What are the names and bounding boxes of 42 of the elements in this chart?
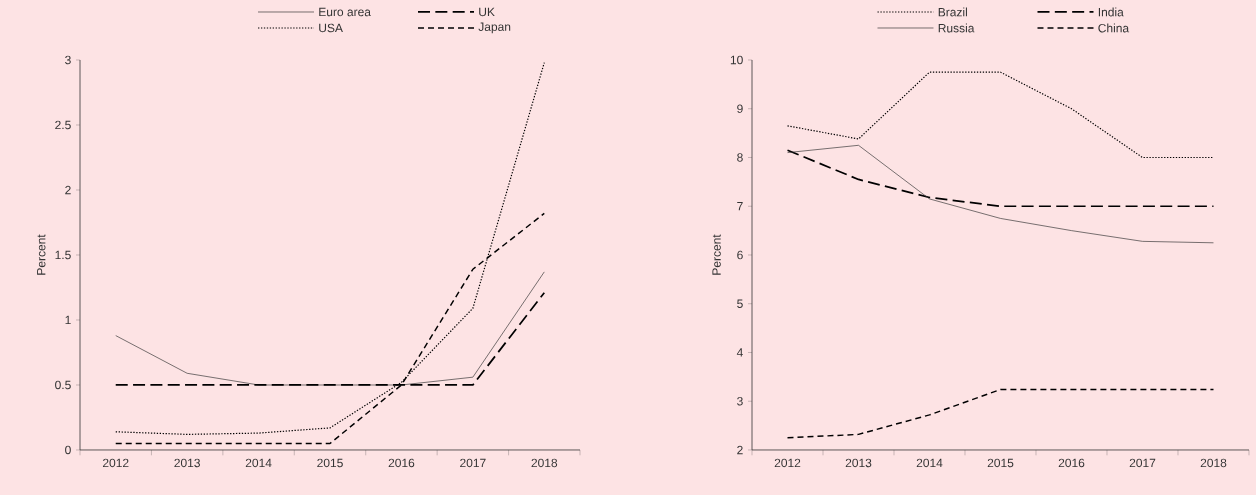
line-series — [786, 71, 1215, 159]
y-axis-title: Percent — [712, 234, 721, 275]
line-series — [787, 144, 1214, 244]
y-tick-label: 3 — [737, 396, 743, 406]
y-tick-label: 0 — [65, 445, 71, 455]
y-tick-label: 6 — [737, 250, 743, 260]
y-tick-label: 8 — [737, 153, 743, 162]
x-tick-label: 2018 — [531, 458, 558, 468]
legend-label: Euro area — [319, 7, 371, 17]
y-tick-label: 4 — [736, 348, 743, 357]
y-tick-label: 1.5 — [55, 250, 71, 260]
x-tick-label: 2013 — [845, 458, 872, 468]
x-tick-label: 2015 — [987, 458, 1014, 468]
y-tick-label: 2 — [737, 445, 743, 455]
y-tick-label: 3 — [65, 55, 71, 65]
x-tick-label: 2014 — [916, 458, 943, 468]
y-tick-label: 1 — [65, 315, 71, 325]
x-tick-label: 2017 — [1129, 458, 1156, 468]
legend-label: USA — [319, 23, 343, 33]
legend-label: Brazil — [938, 7, 967, 17]
y-tick-label: 2.5 — [55, 120, 71, 130]
y-tick-label: 7 — [737, 202, 743, 211]
y-tick-label: 9 — [737, 104, 743, 113]
legend-label: China — [1098, 23, 1130, 33]
x-tick-label: 2015 — [317, 458, 343, 468]
y-tick-label: 5 — [737, 299, 743, 308]
x-tick-label: 2017 — [460, 458, 486, 468]
y-tick-label: 2 — [65, 185, 71, 195]
x-tick-label: 2013 — [174, 458, 200, 468]
x-tick-label: 2012 — [102, 458, 129, 468]
legend-label: Russia — [938, 23, 975, 33]
legend-label: Japan — [478, 22, 511, 34]
y-axis-title: Percent — [37, 234, 46, 275]
legend-label: India — [1098, 7, 1124, 17]
x-tick-label: 2012 — [774, 458, 801, 468]
x-tick-label: 2018 — [1200, 458, 1227, 468]
x-tick-label: 2014 — [245, 458, 272, 468]
legend-label: UK — [479, 7, 495, 17]
x-tick-label: 2016 — [1058, 458, 1085, 468]
x-tick-label: 2016 — [388, 458, 415, 468]
y-tick-label: 10 — [730, 55, 743, 65]
y-tick-label: 0.5 — [55, 380, 71, 390]
